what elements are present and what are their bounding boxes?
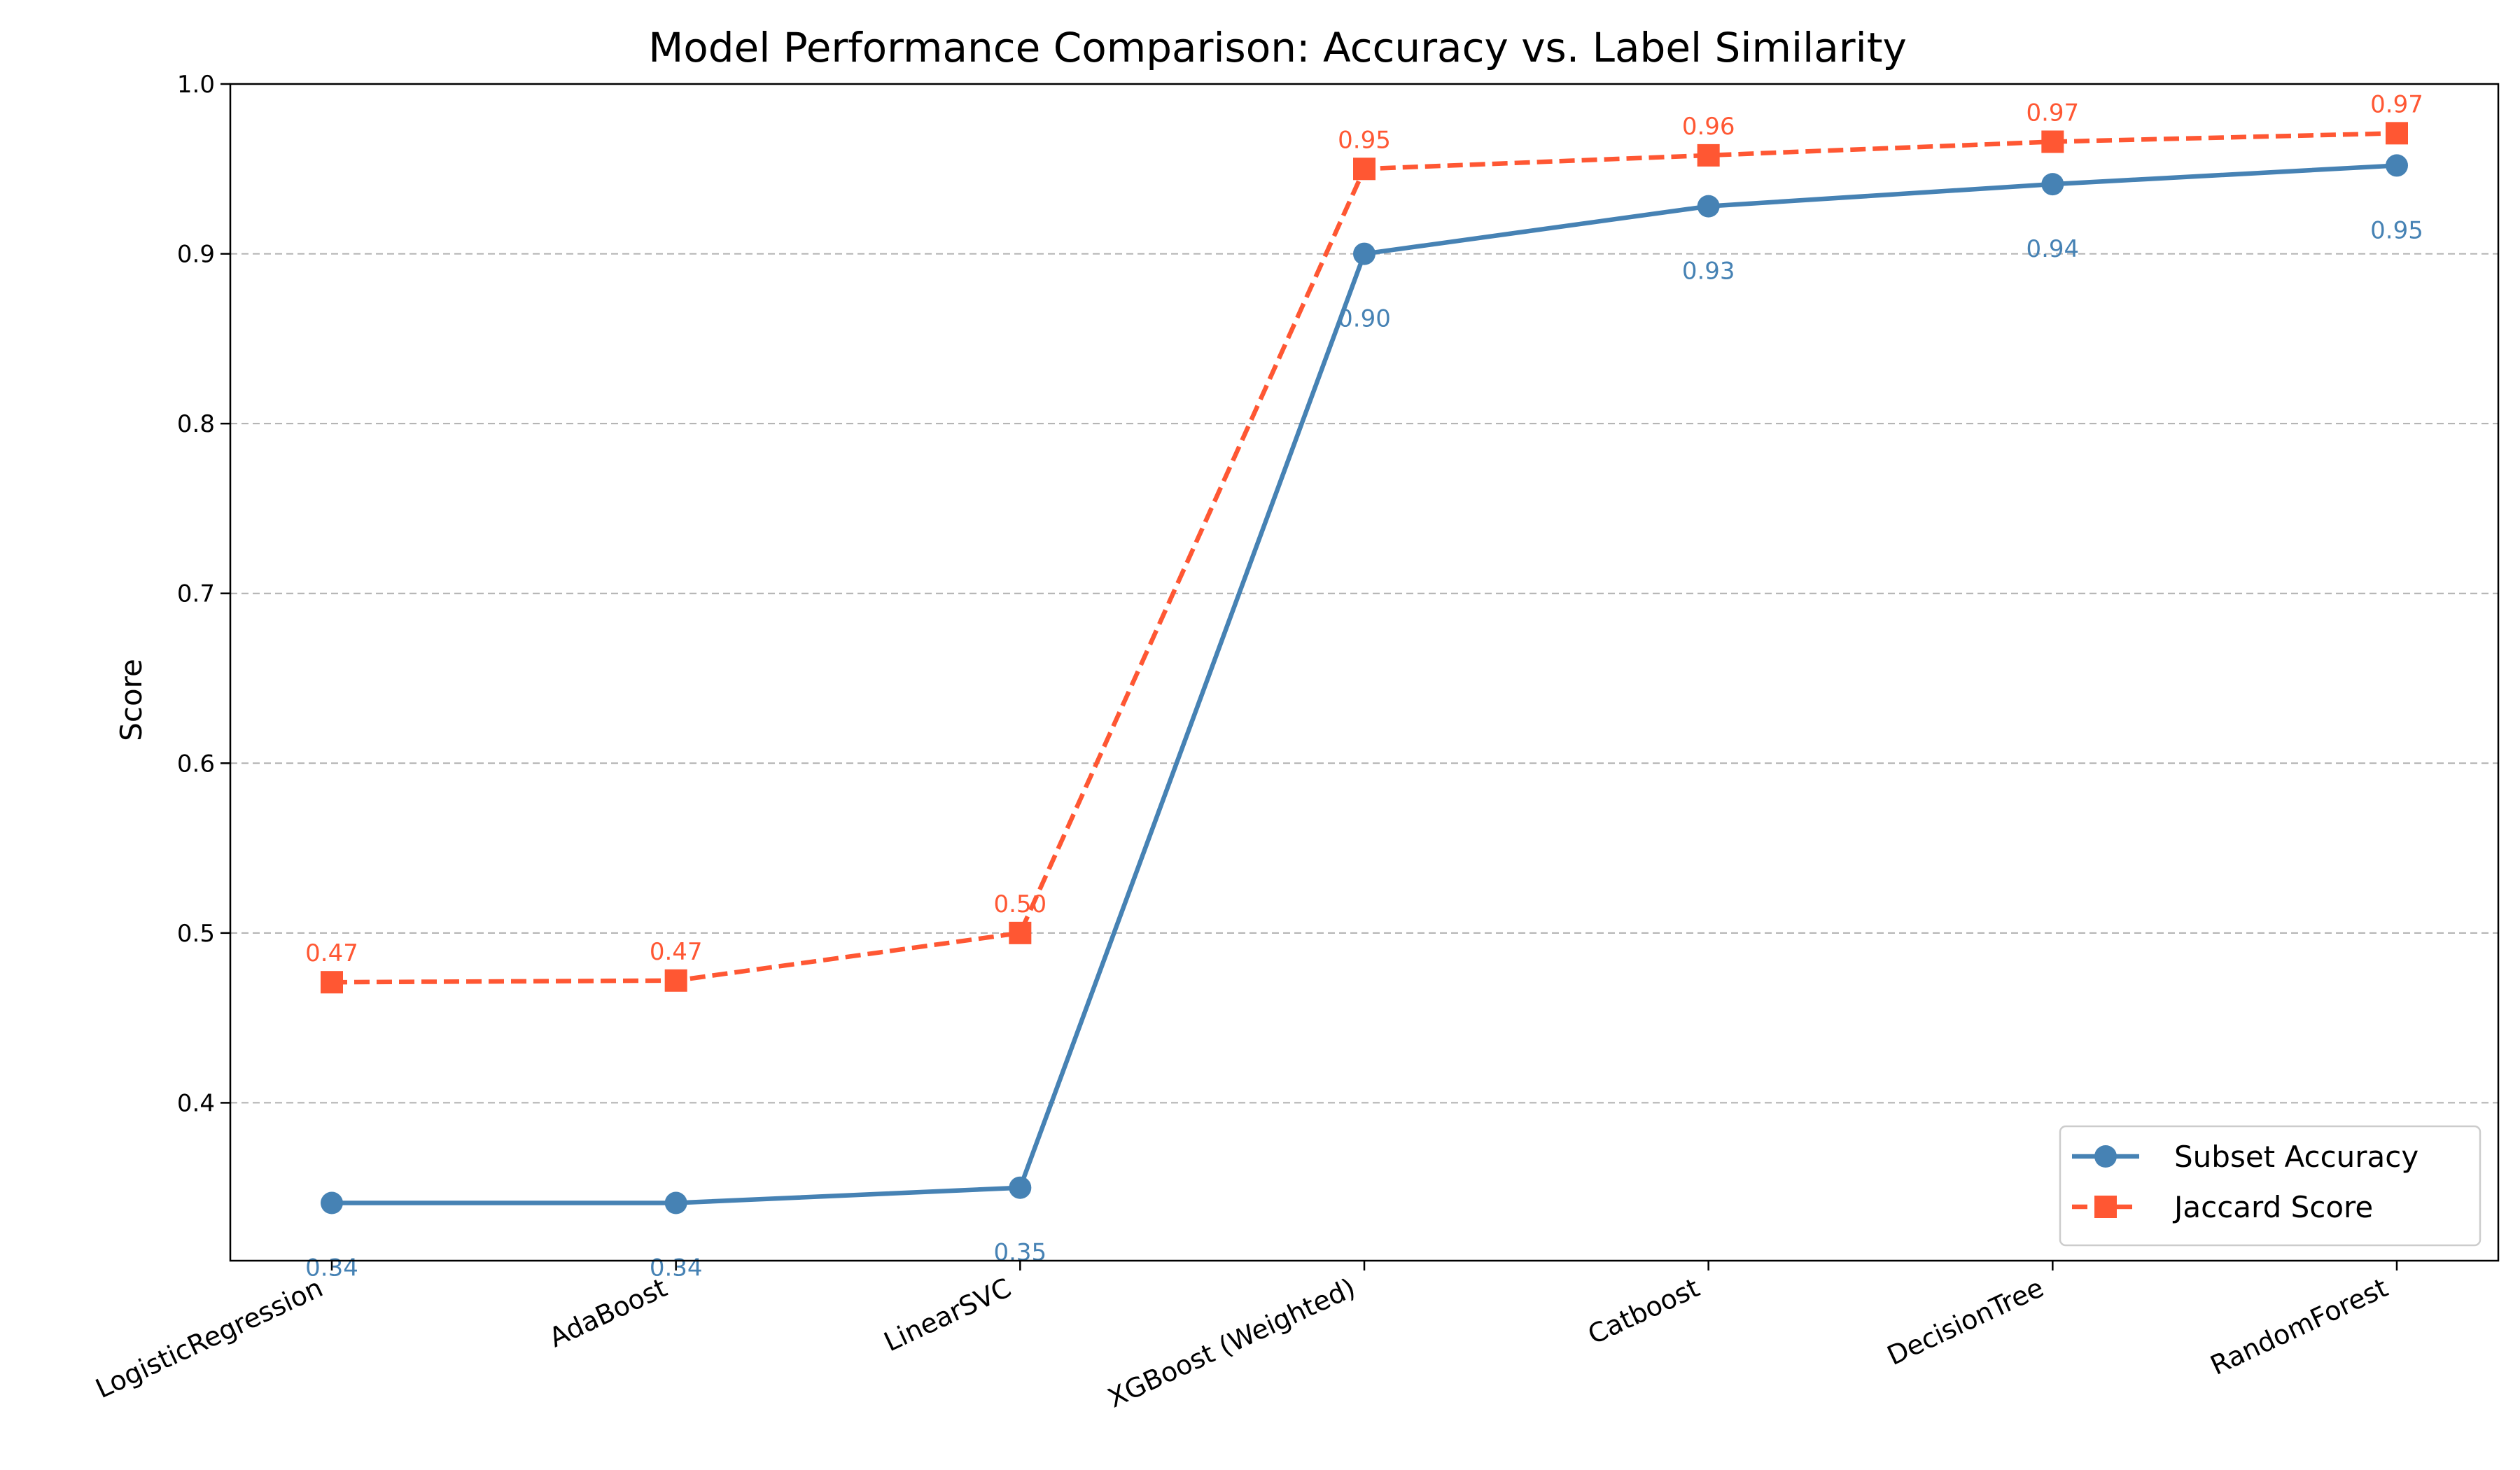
- data-point: [2041, 173, 2064, 196]
- y-tick-label: 1.0: [177, 71, 215, 99]
- data-label: 0.94: [2026, 235, 2079, 263]
- data-point: [664, 969, 687, 992]
- y-tick-label: 0.7: [177, 580, 215, 608]
- data-label: 0.47: [305, 939, 358, 967]
- y-tick-label: 0.4: [177, 1089, 215, 1117]
- plot-frame: [229, 83, 2500, 1262]
- y-axis-ticks: 0.4 0.5 0.6 0.7 0.8 0.9 1.0: [177, 71, 230, 1117]
- data-point: [1697, 195, 1720, 218]
- legend-box: [2059, 1125, 2482, 1247]
- legend-label: Jaccard Score: [2172, 1190, 2373, 1224]
- y-tick-label: 0.5: [177, 920, 215, 948]
- data-point: [1353, 242, 1376, 265]
- legend: Subset Accuracy Jaccard Score: [2059, 1125, 2482, 1247]
- y-tick-label: 0.6: [177, 750, 215, 778]
- data-point: [1009, 1176, 1032, 1199]
- series-group: [321, 122, 2408, 1214]
- data-point: [2041, 130, 2064, 153]
- data-label: 0.95: [1338, 126, 1391, 154]
- data-label: 0.90: [1338, 305, 1391, 333]
- data-point: [2386, 154, 2408, 177]
- data-point: [1353, 158, 1376, 181]
- data-point: [1697, 144, 1720, 167]
- data-label: 0.50: [993, 890, 1046, 918]
- data-label: 0.96: [1682, 113, 1735, 141]
- data-point: [2386, 122, 2408, 145]
- data-point: [321, 971, 343, 994]
- data-point: [664, 1191, 687, 1214]
- data-label: 0.97: [2026, 99, 2079, 127]
- data-point: [1009, 921, 1032, 944]
- chart-title: Model Performance Comparison: Accuracy v…: [648, 24, 1907, 71]
- legend-marker: [2094, 1196, 2117, 1218]
- y-axis-label: Score: [114, 659, 148, 741]
- y-tick-label: 0.9: [177, 241, 215, 269]
- data-label: 0.93: [1682, 258, 1735, 286]
- data-label: 0.47: [650, 938, 703, 966]
- data-labels: 0.34 0.34 0.35 0.90 0.93 0.94 0.95 0.47 0.47 0.50…: [305, 90, 2423, 1282]
- data-label: 0.97: [2370, 90, 2423, 118]
- y-tick-label: 0.8: [177, 410, 215, 438]
- legend-label: Subset Accuracy: [2174, 1140, 2418, 1174]
- data-point: [321, 1191, 343, 1214]
- data-label: 0.95: [2370, 216, 2423, 244]
- data-label: 0.35: [993, 1239, 1046, 1267]
- data-label: 0.34: [305, 1254, 358, 1282]
- legend-marker: [2094, 1145, 2117, 1168]
- data-label: 0.34: [650, 1254, 703, 1282]
